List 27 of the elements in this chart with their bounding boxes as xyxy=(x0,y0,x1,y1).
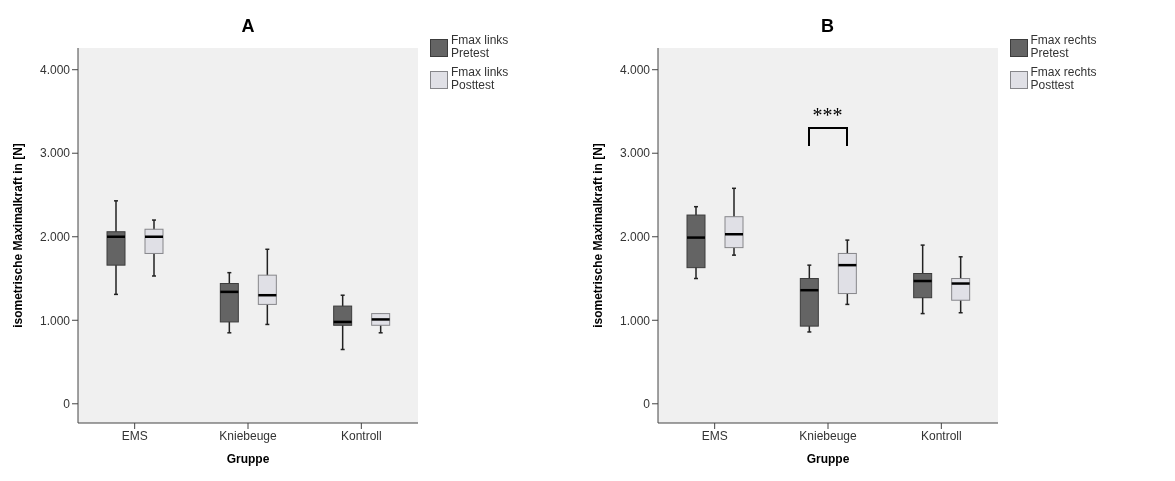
y-axis-title: isometrische Maximalkraft in [N] xyxy=(590,143,605,328)
y-tick-label: 0 xyxy=(642,397,650,412)
chart-title: B xyxy=(820,16,835,37)
y-tick-label: 4.000 xyxy=(619,62,650,77)
y-tick-label: 4.000 xyxy=(39,62,71,77)
x-tick-label: Kniebeuge xyxy=(219,428,278,443)
chart-title: A xyxy=(240,16,256,37)
y-tick-label: 1.000 xyxy=(619,313,650,328)
y-tick-label: 3.000 xyxy=(619,146,650,161)
y-tick-label: 2.000 xyxy=(39,230,71,245)
x-tick-label: EMS xyxy=(121,428,148,443)
x-axis-title: Gruppe xyxy=(806,452,850,466)
x-axis-title: Gruppe xyxy=(226,452,270,466)
y-tick-label: 2.000 xyxy=(619,230,650,245)
x-tick-label: EMS xyxy=(701,428,728,443)
legend-label: Fmax links Posttest xyxy=(451,65,510,92)
y-tick-label: 1.000 xyxy=(39,313,71,328)
y-tick-label: 0 xyxy=(63,397,71,412)
legend-label: Fmax links Pretest xyxy=(451,33,510,60)
annotation: *** xyxy=(811,104,844,127)
y-tick-label: 3.000 xyxy=(39,146,71,161)
legend-label: Fmax rechts Pretest xyxy=(1030,33,1098,60)
legend-label: Fmax rechts Posttest xyxy=(1030,65,1098,92)
x-tick-label: Kniebeuge xyxy=(798,428,857,443)
y-axis-title: isometrische Maximalkraft in [N] xyxy=(11,143,26,328)
x-tick-label: Kontroll xyxy=(340,428,382,443)
x-tick-label: Kontroll xyxy=(920,428,962,443)
